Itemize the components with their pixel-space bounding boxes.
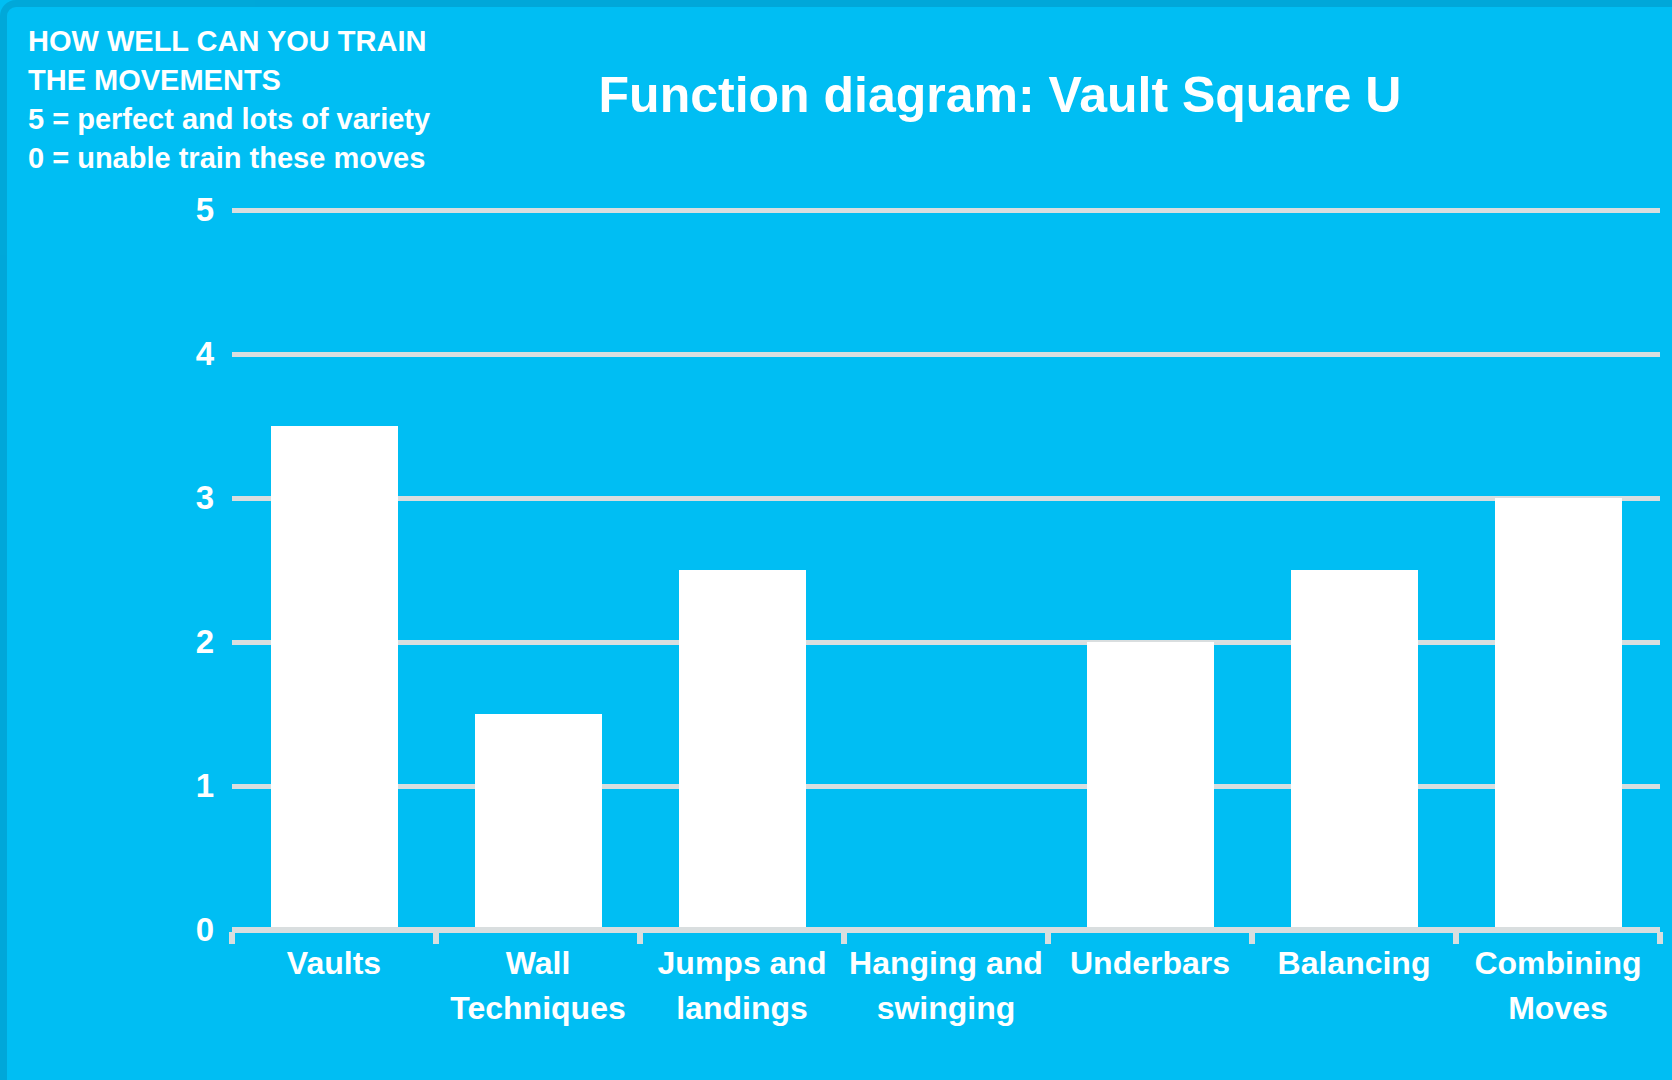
y-axis-tick-label: 3 xyxy=(150,476,214,520)
x-axis-category-label: Vaults xyxy=(226,941,442,986)
gridline-3 xyxy=(232,496,1660,501)
bar-vaults xyxy=(271,426,398,930)
bar-combining-moves xyxy=(1495,498,1622,930)
x-axis-category-label: Hanging and swinging xyxy=(838,941,1054,1031)
slide-background: HOW WELL CAN YOU TRAIN THE MOVEMENTS 5 =… xyxy=(0,0,1672,1080)
x-axis-category-label: Wall Techniques xyxy=(430,941,646,1031)
bar-wall-techniques xyxy=(475,714,602,930)
x-axis-category-label: Combining Moves xyxy=(1450,941,1666,1031)
bar-underbars xyxy=(1087,642,1214,930)
x-axis-category-label: Balancing xyxy=(1246,941,1462,986)
y-axis-tick-label: 4 xyxy=(150,332,214,376)
rating-scale-note-line: 0 = unable train these moves xyxy=(28,139,508,178)
gridline-4 xyxy=(232,352,1660,357)
y-axis-tick-label: 1 xyxy=(150,764,214,808)
gridline-2 xyxy=(232,640,1660,645)
y-axis-tick-label: 5 xyxy=(150,188,214,232)
x-axis-category-label: Jumps and landings xyxy=(634,941,850,1031)
rating-scale-note-line: HOW WELL CAN YOU TRAIN xyxy=(28,22,508,61)
gridline-5 xyxy=(232,208,1660,213)
y-axis-tick-label: 2 xyxy=(150,620,214,664)
chart-title: Function diagram: Vault Square U xyxy=(330,66,1670,124)
bar-balancing xyxy=(1291,570,1418,930)
x-axis-line xyxy=(232,927,1660,933)
y-axis-tick-label: 0 xyxy=(150,908,214,952)
bar-jumps-and-landings xyxy=(679,570,806,930)
gridline-1 xyxy=(232,784,1660,789)
x-axis-category-label: Underbars xyxy=(1042,941,1258,986)
